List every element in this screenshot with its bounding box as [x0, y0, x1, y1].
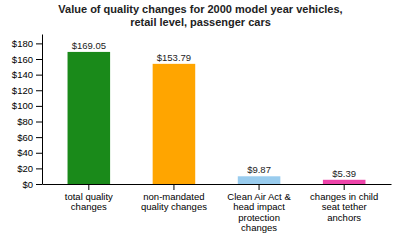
- y-tick: $80: [17, 116, 42, 127]
- y-tick: $60: [17, 132, 42, 143]
- bar: [68, 52, 111, 184]
- y-tick-mark: [36, 75, 42, 76]
- y-tick-label: $40: [17, 147, 33, 158]
- y-tick: $180: [12, 38, 42, 49]
- x-axis: total qualitychanges non-mandatedquality …: [43, 184, 392, 233]
- y-tick-mark: [36, 43, 42, 44]
- x-tick-label: changes in childseat tetheranchors: [310, 191, 378, 223]
- y-tick-label: $160: [12, 54, 33, 65]
- chart: Value of quality changes for 2000 model …: [0, 0, 401, 238]
- y-axis-line: [42, 35, 43, 185]
- data-label: $169.05: [72, 40, 106, 51]
- bar: [238, 176, 281, 184]
- y-tick: $100: [12, 100, 42, 111]
- title: Value of quality changes for 2000 model …: [58, 3, 342, 28]
- y-tick-label: $140: [12, 69, 33, 80]
- x-tick-mark: [344, 184, 345, 190]
- y-tick-label: $0: [22, 179, 33, 190]
- y-tick-mark: [36, 106, 42, 107]
- y-tick: $140: [12, 69, 42, 80]
- plot: $0 $20 $40 $60 $80 $100 $120 $140 $160 $180 total …: [12, 35, 392, 234]
- y-tick: $160: [12, 54, 42, 65]
- bars: [68, 52, 366, 184]
- data-label: $9.87: [247, 164, 271, 175]
- y-tick-mark: [36, 153, 42, 154]
- y-tick-mark: [36, 122, 42, 123]
- y-tick-label: $100: [12, 100, 33, 111]
- bar: [153, 64, 196, 184]
- x-tick: changes in childseat tetheranchors: [310, 184, 378, 223]
- x-tick-label: Clean Air Act &head impactprotectionchan…: [227, 191, 291, 233]
- bar: [323, 180, 366, 184]
- y-tick-label: $20: [17, 163, 33, 174]
- x-axis-line: [43, 184, 392, 185]
- x-tick: Clean Air Act &head impactprotectionchan…: [227, 184, 291, 233]
- y-tick-label: $120: [12, 85, 33, 96]
- y-tick-mark: [36, 184, 42, 185]
- y-tick: $0: [22, 179, 42, 190]
- x-tick-label: non-mandatedquality changes: [141, 191, 207, 212]
- y-tick-label: $80: [17, 116, 33, 127]
- y-tick-mark: [36, 137, 42, 138]
- y-axis: $0 $20 $40 $60 $80 $100 $120 $140 $160 $180: [12, 35, 43, 190]
- y-tick-mark: [36, 168, 42, 169]
- x-tick: non-mandatedquality changes: [141, 184, 207, 212]
- data-label: $5.39: [332, 168, 356, 179]
- y-tick: $20: [17, 163, 42, 174]
- y-tick-mark: [36, 90, 42, 91]
- data-label: $153.79: [157, 52, 191, 63]
- y-tick-label: $180: [12, 38, 33, 49]
- y-tick: $40: [17, 147, 42, 158]
- y-tick-label: $60: [17, 132, 33, 143]
- y-tick-mark: [36, 59, 42, 60]
- x-tick: total qualitychanges: [65, 184, 113, 212]
- x-tick-mark: [173, 184, 174, 190]
- y-tick: $120: [12, 85, 42, 96]
- data-labels: $169.05 $153.79 $9.87 $5.39: [72, 40, 356, 179]
- x-tick-label: total qualitychanges: [65, 191, 113, 212]
- x-tick-mark: [259, 184, 260, 190]
- x-tick-mark: [88, 184, 89, 190]
